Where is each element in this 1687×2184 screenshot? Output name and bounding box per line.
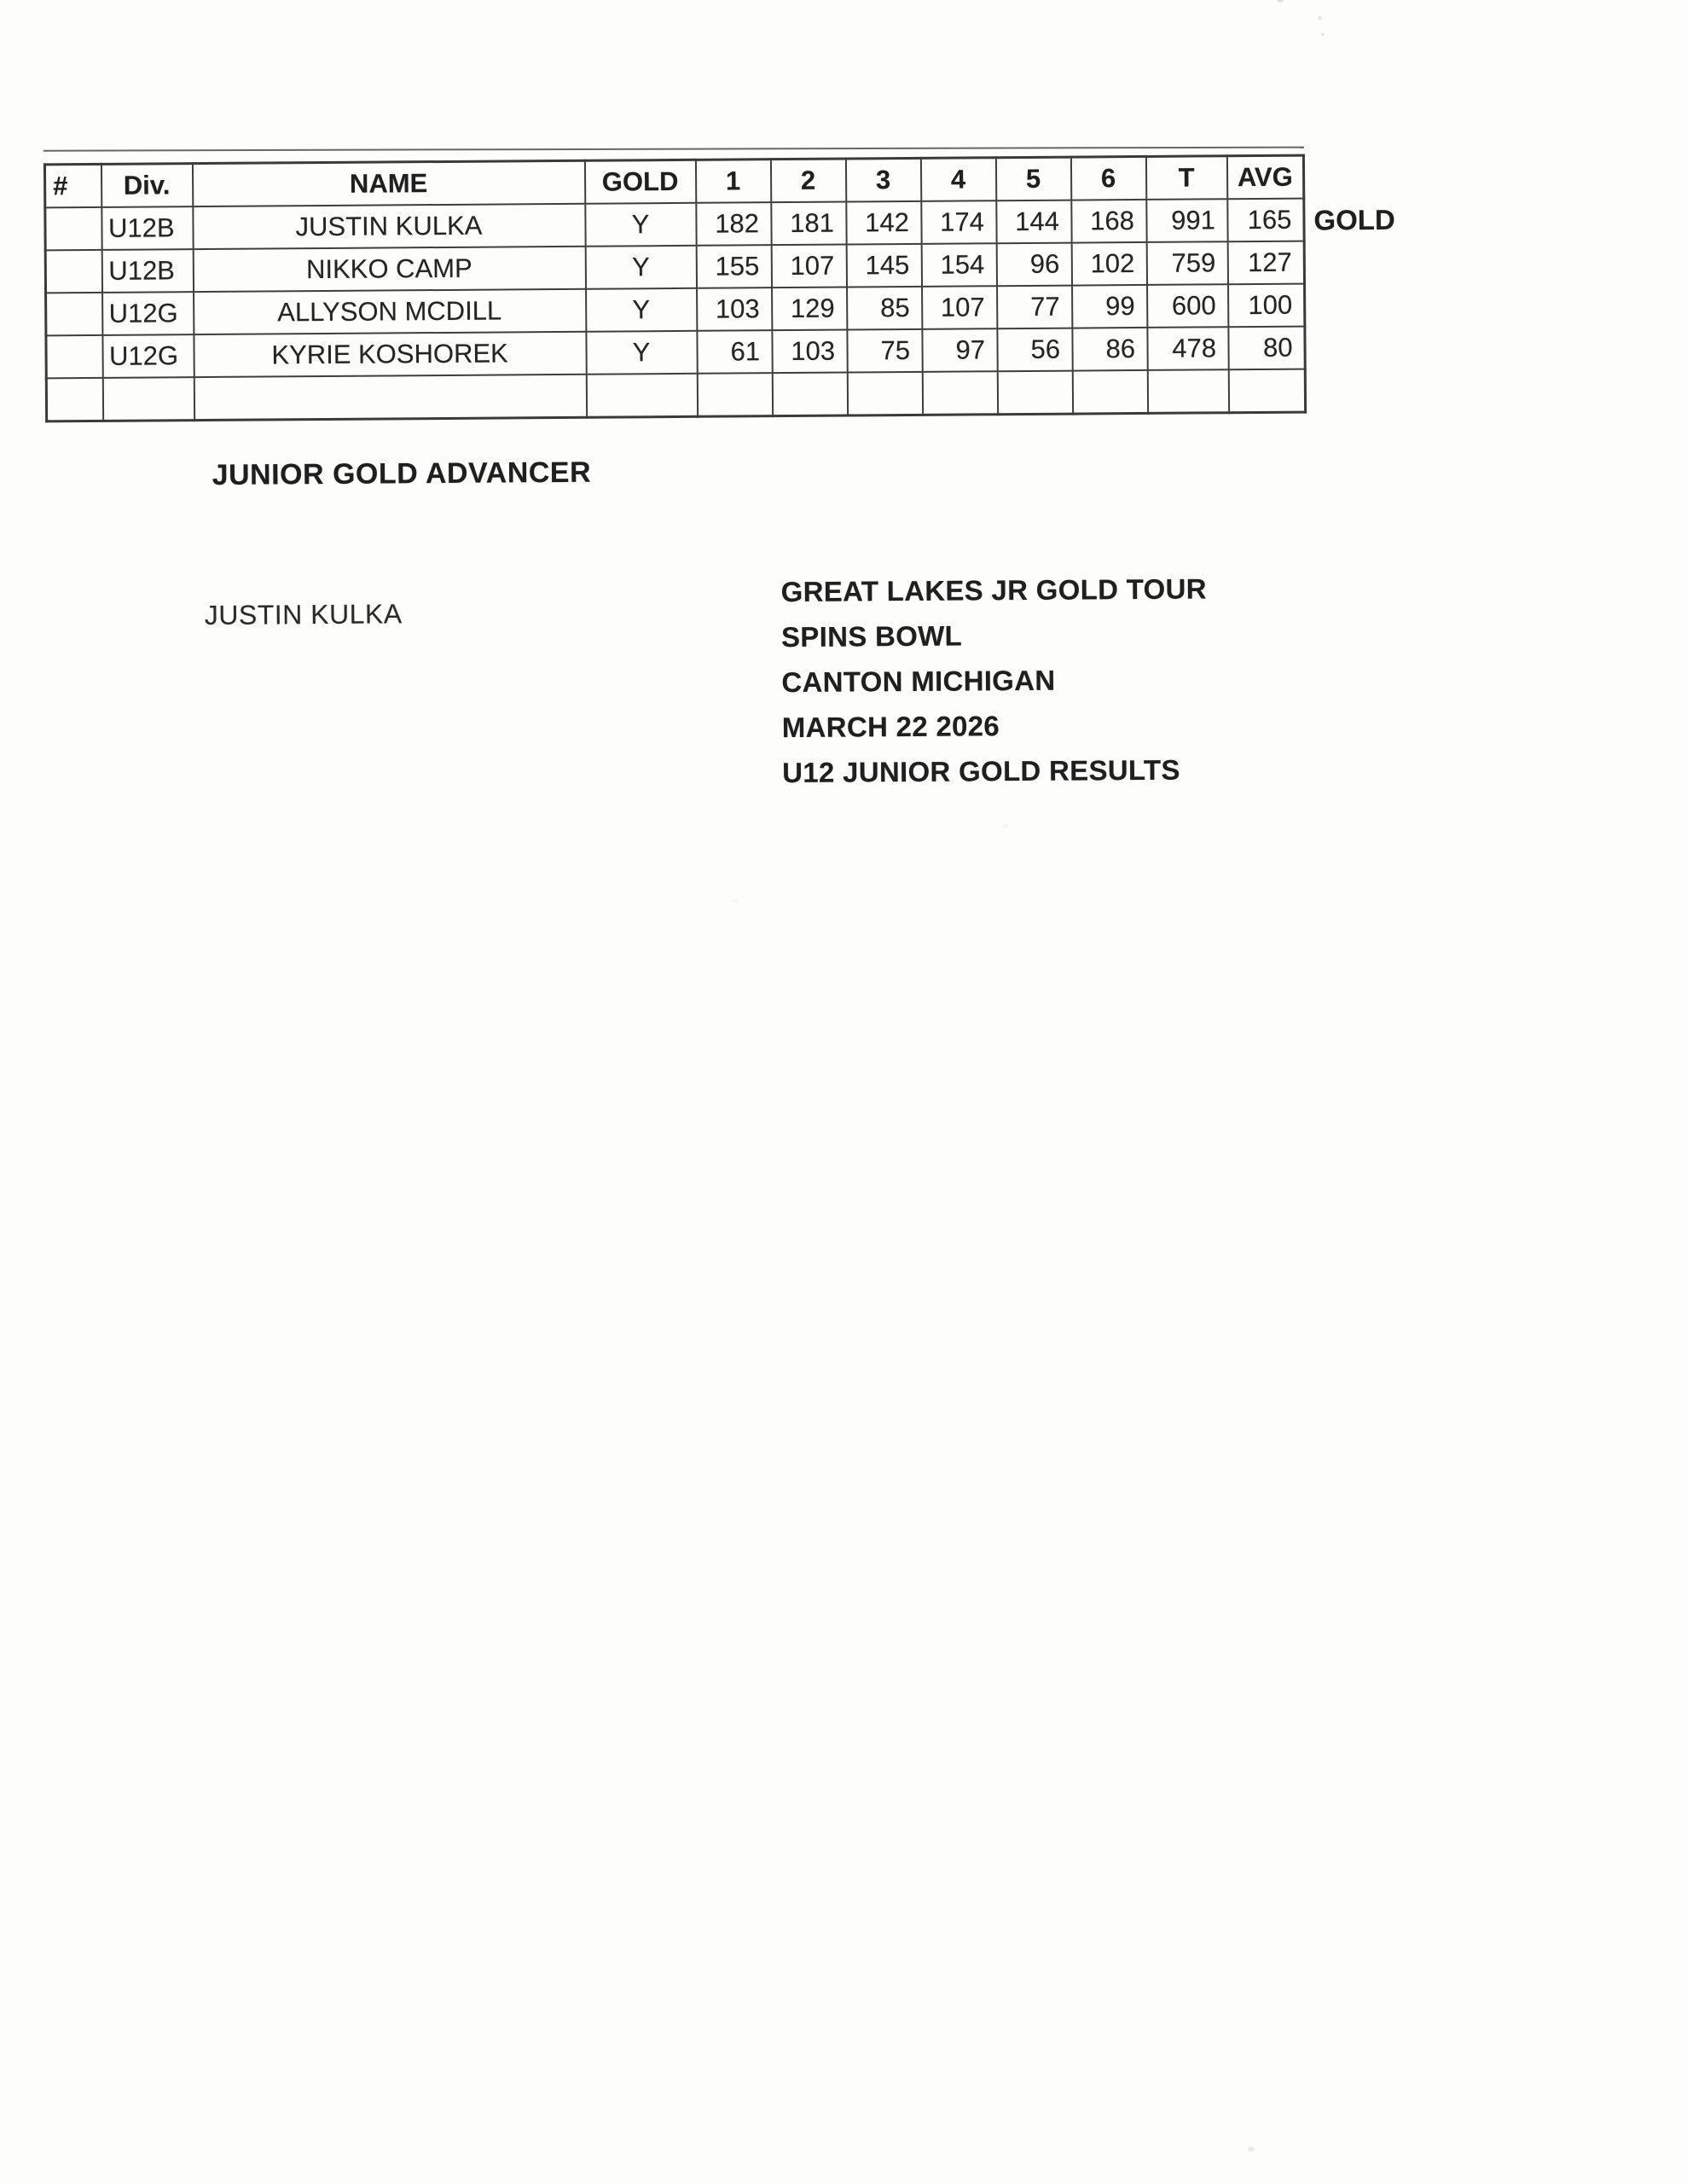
cell-game-2: 107 [771, 244, 847, 288]
cell-game-1: 182 [695, 202, 772, 246]
cell-game-6: 102 [1071, 241, 1147, 286]
column-header: GOLD [584, 160, 696, 204]
gold-side-note: GOLD [1313, 203, 1395, 236]
event-location: CANTON MICHIGAN [781, 664, 1056, 699]
scan-artifact-line [43, 146, 1304, 152]
cell-game-1 [697, 373, 773, 417]
cell-total: 991 [1145, 199, 1228, 242]
cell-game-5: 96 [996, 242, 1072, 287]
event-info-block: GREAT LAKES JR GOLD TOUR SPINS BOWL CANT… [780, 566, 1208, 795]
cell-gold-flag [586, 373, 698, 418]
cell-average: 165 [1226, 198, 1305, 242]
cell-gold-flag: Y [585, 288, 697, 332]
event-tour-name: GREAT LAKES JR GOLD TOUR [780, 572, 1207, 608]
scan-speck [1248, 2146, 1255, 2152]
cell-game-5: 144 [995, 200, 1072, 244]
cell-division: U12G [101, 292, 194, 335]
cell-game-4: 107 [921, 286, 997, 329]
cell-average: 100 [1227, 283, 1305, 328]
cell-game-5: 77 [996, 285, 1072, 329]
cell-game-3: 142 [845, 200, 922, 245]
cell-rank [45, 334, 103, 379]
cell-total: 600 [1146, 284, 1228, 328]
cell-average: 127 [1227, 241, 1305, 285]
column-header: T [1145, 155, 1227, 200]
column-header: 6 [1070, 156, 1146, 200]
advancer-name: JUSTIN KULKA [204, 598, 403, 631]
cell-name: KYRIE KOSHOREK [193, 331, 587, 378]
advancer-heading: JUNIOR GOLD ADVANCER [212, 456, 592, 491]
event-results-title: U12 JUNIOR GOLD RESULTS [782, 753, 1180, 789]
cell-game-5: 56 [996, 328, 1073, 372]
cell-game-4: 154 [921, 243, 997, 287]
cell-total: 478 [1146, 327, 1229, 370]
cell-rank [45, 292, 102, 336]
event-date: MARCH 22 2026 [781, 710, 1000, 744]
cell-name: JUSTIN KULKA [192, 203, 586, 250]
column-header: 1 [695, 159, 771, 203]
scan-speck [1277, 0, 1284, 3]
cell-game-3: 145 [846, 243, 922, 288]
cell-total: 759 [1146, 241, 1228, 285]
cell-game-2 [772, 372, 848, 416]
cell-average [1228, 369, 1306, 413]
cell-game-1: 61 [696, 330, 773, 374]
cell-game-4: 174 [920, 200, 997, 244]
cell-game-4 [922, 371, 998, 415]
results-table: # Div. NAME GOLD 1 2 3 4 5 6 T AVG U12B JUSTIN KULK… [43, 154, 1307, 423]
cell-game-4: 97 [921, 328, 998, 372]
cell-division: U12B [101, 249, 194, 293]
cell-game-3 [847, 371, 923, 416]
cell-average: 80 [1227, 326, 1306, 370]
column-header: 3 [845, 158, 921, 202]
cell-name [194, 374, 587, 421]
cell-game-6: 86 [1071, 327, 1148, 371]
column-header: Div. [101, 163, 193, 207]
column-header: 2 [770, 159, 846, 203]
results-table-body: U12B JUSTIN KULKA Y 182 181 142 174 144 … [44, 198, 1306, 421]
cell-game-6 [1072, 369, 1148, 415]
cell-game-2: 103 [771, 329, 848, 374]
cell-total [1147, 369, 1229, 414]
cell-game-1: 155 [696, 245, 772, 288]
cell-game-3: 85 [846, 286, 922, 330]
cell-game-2: 181 [770, 201, 847, 246]
scan-speck [1318, 15, 1322, 20]
cell-division: U12B [101, 206, 194, 250]
cell-rank [45, 249, 102, 293]
cell-game-6: 99 [1071, 284, 1147, 328]
cell-gold-flag: Y [585, 330, 698, 375]
cell-game-2: 129 [771, 287, 847, 331]
scan-speck [1002, 823, 1008, 828]
table-row [46, 369, 1306, 421]
cell-game-3: 75 [846, 328, 923, 373]
column-header: 4 [920, 157, 996, 201]
cell-rank [44, 206, 102, 251]
cell-gold-flag: Y [585, 245, 697, 289]
cell-game-5 [997, 370, 1073, 415]
cell-rank [46, 377, 103, 421]
scan-speck [1320, 32, 1325, 37]
cell-name: NIKKO CAMP [193, 246, 586, 293]
column-header: 5 [995, 157, 1071, 201]
column-header: NAME [192, 160, 585, 207]
cell-division: U12G [101, 334, 194, 378]
scan-speck [733, 898, 739, 903]
cell-division [102, 377, 194, 421]
cell-name: ALLYSON MCDILL [193, 288, 586, 335]
column-header: # [44, 164, 101, 208]
cell-gold-flag: Y [584, 202, 697, 247]
cell-game-6: 168 [1070, 199, 1147, 243]
column-header: AVG [1226, 155, 1304, 200]
cell-game-1: 103 [696, 288, 772, 331]
event-venue: SPINS BOWL [780, 619, 963, 653]
